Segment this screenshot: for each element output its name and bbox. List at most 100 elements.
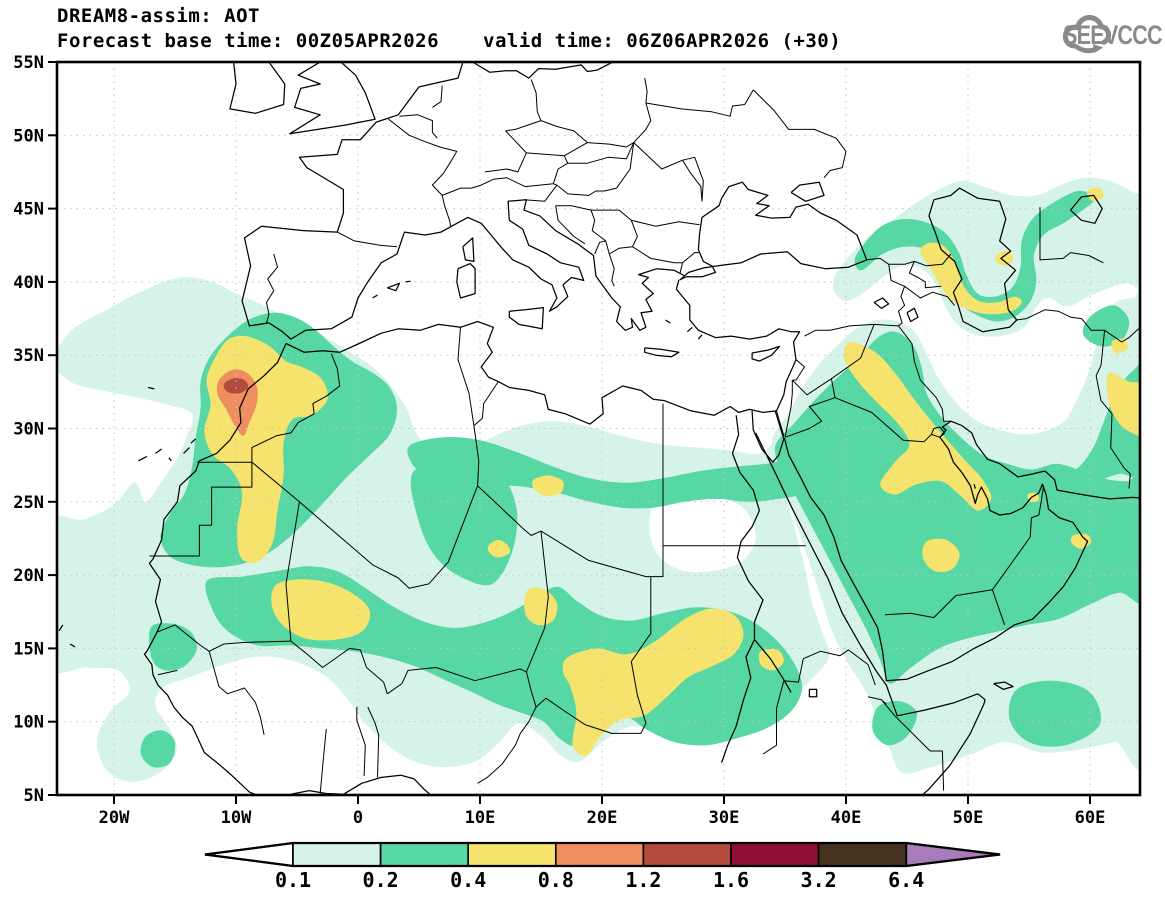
aot-0.2-region (1082, 305, 1130, 347)
country-border (645, 89, 754, 117)
lon-label-50E: 50E (953, 808, 984, 828)
country-border (784, 380, 793, 438)
country-border (525, 531, 549, 673)
country-border (1104, 326, 1140, 343)
country-border (881, 699, 945, 791)
coastline (241, 62, 686, 340)
country-border (888, 264, 906, 327)
country-border (792, 359, 805, 381)
coastline (928, 187, 1018, 333)
coastline (155, 448, 162, 454)
coastline (686, 326, 693, 333)
country-border (388, 118, 458, 227)
lon-label-20E: 20E (587, 808, 618, 828)
colorbar: 0.1 0.2 0.4 0.8 1.2 1.6 3.2 6.4 (204, 841, 1001, 892)
country-border (609, 246, 633, 255)
chart-title: DREAM8-assim: AOT (57, 5, 260, 27)
coastline (405, 280, 411, 283)
below-0.1-holes-region (946, 333, 1049, 416)
aot-0.4-region (487, 539, 511, 558)
country-border (432, 85, 443, 108)
aot-0.4-region (532, 475, 564, 497)
arrow-head-icon (1092, 44, 1104, 54)
country-border (834, 397, 935, 443)
map-layers (57, 62, 1140, 795)
lat-label-15N: 15N (13, 639, 44, 659)
country-border (552, 155, 569, 184)
coastline (950, 420, 1140, 500)
aot-0.2-region (410, 463, 518, 586)
country-border (157, 669, 178, 676)
lat-label-55N: 55N (13, 53, 44, 73)
coastline (168, 457, 172, 462)
logo-text: SEEVCCC (1063, 20, 1163, 50)
country-border (587, 142, 634, 148)
country-border (473, 381, 499, 426)
coastline (1070, 194, 1103, 224)
country-border (149, 462, 253, 557)
country-border (633, 78, 652, 143)
coastline (973, 484, 976, 489)
coastline (906, 307, 919, 323)
aot-0.4-region (1087, 187, 1104, 202)
country-border (156, 624, 210, 652)
country-border (356, 707, 366, 776)
country-border (367, 706, 380, 778)
lon-label-10E: 10E (465, 808, 496, 828)
country-border (803, 649, 876, 686)
country-border (633, 142, 704, 202)
country-border (1040, 485, 1045, 502)
lat-label-10N: 10N (13, 713, 44, 733)
country-border (791, 378, 832, 396)
country-border (567, 142, 635, 164)
country-border (535, 697, 641, 734)
coastline (472, 62, 614, 79)
aot-0.2-region (854, 190, 1095, 322)
lat-label-50N: 50N (13, 126, 44, 146)
lon-label-20W: 20W (99, 808, 130, 828)
colorbar-segment-1.2 (642, 842, 732, 867)
coastline (456, 262, 476, 299)
country-border (682, 252, 700, 264)
country-border (991, 501, 1042, 591)
colorbar-segment-0.4 (467, 842, 557, 867)
colorbar-label-3.2: 3.2 (801, 868, 837, 892)
valid-time: valid time: 06Z06APR2026 (+30) (483, 30, 842, 52)
lat-label-25N: 25N (13, 493, 44, 513)
coastline (372, 294, 378, 299)
lat-label-35N: 35N (13, 346, 44, 366)
country-border (632, 246, 683, 264)
aot-0.2-region (140, 730, 176, 768)
country-border (631, 219, 700, 227)
country-border (399, 114, 438, 139)
country-border (522, 527, 651, 578)
colorbar-label-1.6: 1.6 (713, 868, 749, 892)
country-border (679, 262, 683, 274)
country-border (594, 240, 606, 255)
aot-0.4-region (843, 341, 992, 511)
country-border (762, 658, 804, 755)
lon-label-60E: 60E (1075, 808, 1106, 828)
colorbar-outline (204, 841, 1001, 868)
country-border (505, 120, 588, 157)
coastline (148, 386, 155, 390)
lon-label-30E: 30E (709, 808, 740, 828)
coastline (755, 432, 986, 795)
coastline (751, 345, 781, 362)
aot-0.4-region (922, 538, 960, 572)
layer-aot-1.2 (223, 378, 249, 394)
colorbar-segment-0.8 (554, 842, 645, 867)
coastline (183, 447, 191, 454)
aot-0.4-region (562, 608, 744, 756)
colorbar-label-6.4: 6.4 (888, 868, 924, 892)
coastline (783, 420, 1089, 682)
coastline (508, 306, 545, 330)
country-border (290, 640, 388, 694)
coastline (665, 319, 671, 324)
coastlines-layer (58, 62, 1140, 795)
country-border (752, 89, 847, 179)
aot-0.2-region (1008, 680, 1102, 747)
country-border (208, 640, 291, 652)
